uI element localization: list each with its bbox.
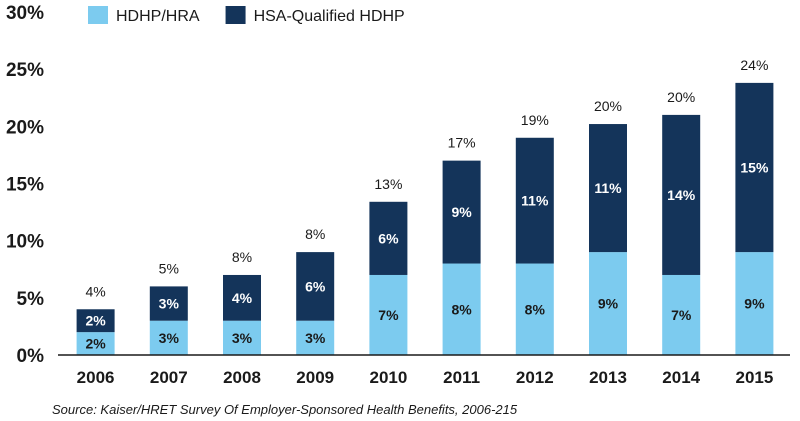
bar-hsa-qualified [442, 160, 481, 264]
total-label: 8% [232, 249, 252, 265]
x-tick-label: 2013 [589, 368, 627, 387]
legend: HDHP/HRA HSA-Qualified HDHP [88, 6, 405, 25]
bar-hdhp-hra [662, 274, 701, 355]
y-tick-label: 20% [6, 117, 44, 138]
total-label: 19% [521, 112, 549, 128]
data-label-hsa-qualified: 2% [85, 313, 106, 329]
bar-hdhp-hra [149, 320, 188, 355]
data-label-hdhp-hra: 9% [598, 296, 619, 312]
data-label-hdhp-hra: 8% [451, 301, 472, 317]
legend-label: HDHP/HRA [116, 8, 200, 25]
data-label-hdhp-hra: 3% [305, 330, 326, 346]
bar-hsa-qualified [589, 124, 627, 253]
x-tick-label: 2006 [77, 368, 115, 387]
data-label-hdhp-hra: 7% [378, 307, 399, 323]
y-axis: 0% 5% 10% 15% 20% 25% 30% [6, 3, 44, 367]
x-tick-label: 2012 [516, 368, 554, 387]
bar-hsa-qualified [223, 274, 261, 321]
y-tick-label: 25% [6, 60, 44, 81]
total-label: 5% [159, 260, 179, 276]
data-label-hsa-qualified: 11% [521, 193, 549, 209]
y-tick-label: 30% [6, 3, 44, 24]
bar-hsa-qualified [76, 309, 115, 333]
data-label-hdhp-hra: 3% [159, 330, 180, 346]
x-tick-label: 2011 [443, 368, 480, 387]
legend-label: HSA-Qualified HDHP [254, 8, 405, 25]
y-tick-label: 15% [6, 175, 44, 196]
total-label: 20% [667, 89, 695, 105]
bar-hdhp-hra [223, 320, 261, 355]
x-tick-label: 2007 [150, 368, 188, 387]
total-label: 13% [374, 176, 402, 192]
data-label-hsa-qualified: 14% [667, 187, 696, 203]
y-tick-label: 5% [17, 289, 45, 310]
data-label-hdhp-hra: 8% [525, 301, 546, 317]
bar-hsa-qualified [369, 201, 408, 275]
data-label-hsa-qualified: 6% [378, 230, 399, 246]
total-label: 4% [85, 283, 105, 299]
bar-hdhp-hra [296, 320, 335, 355]
legend-swatch [88, 6, 108, 24]
total-label: 24% [740, 57, 768, 73]
data-label-hsa-qualified: 6% [305, 278, 326, 294]
bar-hsa-qualified [662, 114, 701, 275]
bar-hsa-qualified [149, 286, 188, 321]
bar-hsa-qualified [296, 252, 335, 321]
data-label-hsa-qualified: 3% [159, 296, 180, 312]
total-label: 8% [305, 226, 325, 242]
bar-hdhp-hra [76, 332, 115, 355]
total-label: 20% [594, 98, 622, 114]
x-axis: 2006 2007 2008 2009 2010 2011 2012 2013 2014 2015 [58, 354, 790, 387]
y-tick-label: 0% [17, 346, 45, 367]
x-tick-label: 2014 [662, 368, 700, 387]
bar-hdhp-hra [589, 252, 627, 355]
data-label-hsa-qualified: 9% [451, 204, 472, 220]
data-label-hdhp-hra: 7% [671, 307, 692, 323]
bar-hdhp-hra [515, 263, 554, 355]
x-tick-label: 2015 [735, 368, 773, 387]
x-tick-label: 2010 [369, 368, 407, 387]
bar-hsa-qualified [515, 137, 554, 264]
data-label-hsa-qualified: 4% [232, 290, 253, 306]
bar-hdhp-hra [735, 252, 774, 355]
bar-hdhp-hra [369, 274, 408, 355]
source-note: Source: Kaiser/HRET Survey Of Employer-S… [52, 402, 518, 417]
total-label: 17% [448, 135, 476, 151]
data-label-hdhp-hra: 2% [85, 336, 106, 352]
x-tick-label: 2008 [223, 368, 261, 387]
bar-hsa-qualified [735, 82, 774, 253]
y-tick-label: 10% [6, 232, 44, 253]
bars: 2% 2% 4% 3% 3% 5% 3% 4% 8% 3% 6% 8% 7% 6% 13% 8% 9% 17% 8%… [76, 57, 774, 355]
bar-hdhp-hra [442, 263, 481, 355]
x-tick-label: 2009 [296, 368, 334, 387]
data-label-hsa-qualified: 15% [740, 159, 769, 175]
data-label-hdhp-hra: 3% [232, 330, 253, 346]
data-label-hsa-qualified: 11% [594, 180, 622, 196]
legend-swatch [225, 6, 246, 24]
data-label-hdhp-hra: 9% [744, 296, 765, 312]
